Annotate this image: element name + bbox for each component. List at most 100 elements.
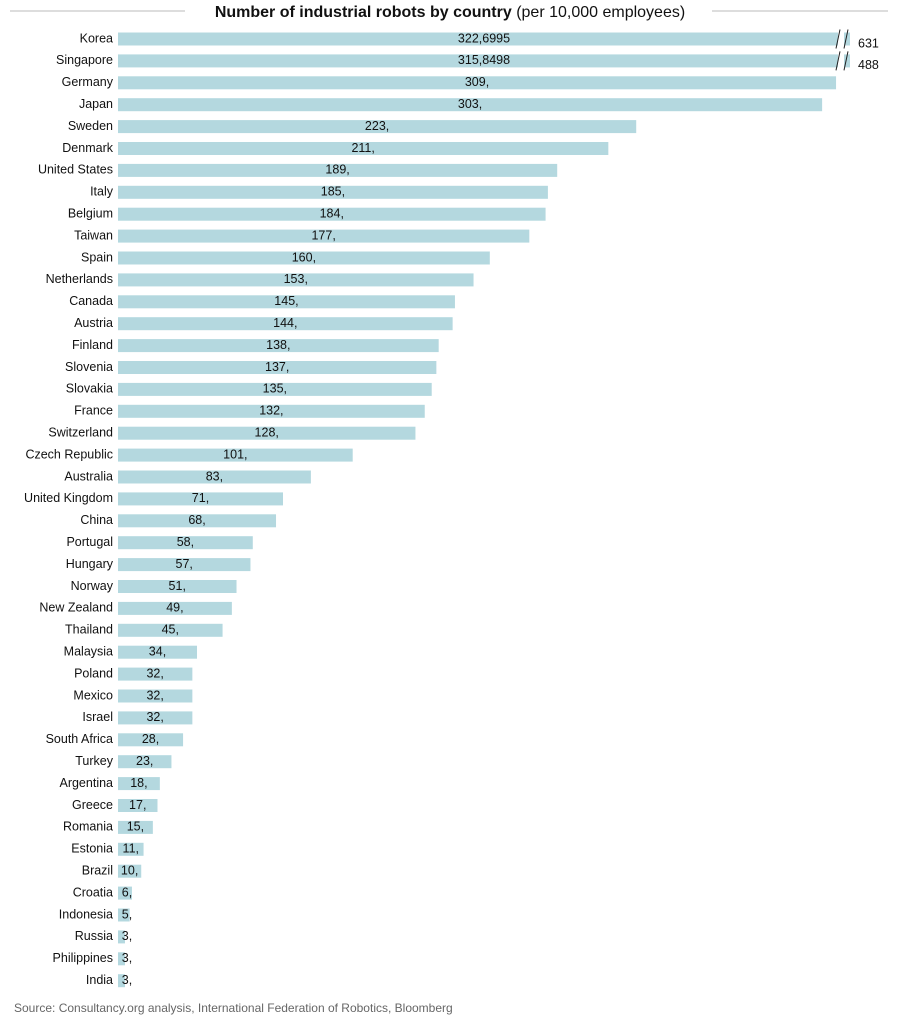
bar: [118, 32, 850, 46]
y-tick-label: Switzerland: [48, 425, 113, 439]
data-label: 145,: [274, 294, 298, 308]
bar: [118, 908, 130, 922]
axis-break-gap: [838, 52, 844, 70]
axis-break-mark: [843, 51, 849, 71]
y-tick-label: Greece: [72, 798, 113, 812]
chart-subtitle: (per 10,000 employees): [516, 4, 685, 21]
data-label: 128,: [255, 425, 279, 439]
y-tick-label: Turkey: [75, 754, 113, 768]
data-label: 211,: [351, 141, 374, 155]
bar: [118, 251, 490, 265]
data-label: 303,: [458, 97, 482, 111]
bar: [118, 536, 253, 550]
chart-title: Number of industrial robots by country: [215, 4, 512, 21]
data-label: 189,: [325, 163, 349, 177]
y-tick-label: South Africa: [46, 732, 113, 746]
data-label: 223,: [365, 119, 389, 133]
data-label: 144,: [273, 316, 297, 330]
y-tick-label: Japan: [79, 97, 113, 111]
data-label: 10,: [121, 863, 138, 877]
data-label: 322,6995: [458, 31, 510, 45]
y-tick-label: Estonia: [71, 842, 113, 856]
bar: [118, 777, 160, 791]
y-tick-label: Denmark: [62, 141, 113, 155]
bar: [118, 361, 437, 374]
bar: [118, 755, 172, 769]
y-tick-label: Italy: [90, 185, 114, 199]
y-tick-label: Hungary: [66, 557, 114, 571]
axis-break-mark: [843, 29, 849, 49]
data-label: 101,: [223, 447, 247, 461]
bar: [118, 711, 193, 725]
y-tick-label: Taiwan: [74, 228, 113, 242]
data-label: 177,: [311, 228, 335, 242]
axis-break-gap: [838, 30, 844, 48]
y-tick-label: Mexico: [73, 688, 113, 702]
y-tick-label: India: [86, 973, 113, 987]
bar: [118, 558, 251, 572]
bar: [118, 492, 283, 506]
bar: [118, 426, 416, 440]
bar: [118, 382, 432, 396]
axis-break-mark: [835, 51, 841, 71]
bar: [118, 273, 474, 287]
y-tick-label: Indonesia: [59, 907, 113, 921]
data-label: 3,: [122, 929, 132, 943]
bar: [118, 623, 223, 637]
bar: [118, 404, 425, 418]
bar: [118, 98, 823, 112]
y-tick-label: United States: [38, 163, 113, 177]
data-label: 28,: [142, 732, 159, 746]
y-tick-label: France: [74, 404, 113, 418]
bar: [118, 952, 125, 966]
data-label: 184,: [320, 206, 344, 220]
bar: [118, 930, 125, 944]
y-tick-label: Slovakia: [66, 382, 113, 396]
bar: [118, 229, 530, 243]
data-label: 83,: [206, 469, 223, 483]
data-label: 34,: [149, 644, 166, 658]
bar: [118, 580, 237, 593]
y-tick-label: Brazil: [82, 863, 113, 877]
bar: [118, 339, 439, 353]
data-label: 23,: [136, 754, 153, 768]
data-label: 32,: [146, 688, 163, 702]
bar: [118, 667, 193, 681]
data-label: 32,: [146, 710, 163, 724]
bar: [118, 514, 277, 528]
bar: [118, 120, 637, 134]
y-tick-label: Australia: [64, 469, 113, 483]
y-tick-label: Slovenia: [65, 360, 113, 374]
data-label: 185,: [321, 185, 345, 199]
y-tick-label: Belgium: [68, 206, 113, 220]
bar: [118, 470, 311, 484]
bar: [118, 864, 142, 878]
y-tick-label: Portugal: [66, 535, 113, 549]
annotation: 488: [858, 58, 879, 72]
y-tick-label: New Zealand: [39, 601, 113, 615]
data-label: 17,: [129, 798, 146, 812]
data-label: 138,: [266, 338, 290, 352]
data-label: 68,: [188, 513, 205, 527]
y-tick-label: Malaysia: [64, 644, 113, 658]
data-label: 18,: [130, 776, 147, 790]
data-label: 3,: [122, 973, 132, 987]
y-tick-label: China: [80, 513, 113, 527]
y-tick-label: Canada: [69, 294, 113, 308]
data-label: 49,: [166, 601, 183, 615]
bar: [118, 820, 153, 834]
source: Source: Consultancy.org analysis, Intern…: [14, 1001, 453, 1015]
data-label: 160,: [292, 250, 316, 264]
y-tick-label: Germany: [62, 75, 114, 89]
data-label: 3,: [122, 951, 132, 965]
bar: [118, 54, 850, 68]
data-label: 11,: [123, 842, 139, 856]
bar: [118, 76, 837, 90]
y-tick-label: Korea: [80, 31, 113, 45]
data-label: 45,: [162, 623, 179, 637]
y-tick-label: Spain: [81, 250, 113, 264]
bar: [118, 317, 453, 331]
data-label: 58,: [177, 535, 194, 549]
bar: [118, 974, 125, 988]
